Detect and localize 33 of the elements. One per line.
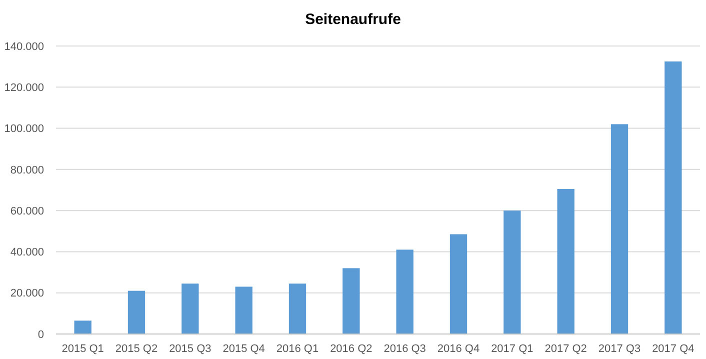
x-tick-label: 2015 Q3 <box>169 343 212 355</box>
bar <box>288 284 306 334</box>
y-tick-label: 80.000 <box>10 164 44 176</box>
y-tick-label: 60.000 <box>10 205 44 218</box>
bar <box>504 210 521 334</box>
x-tick-label: 2015 Q1 <box>62 343 104 355</box>
x-tick-label: 2015 Q4 <box>222 343 265 355</box>
bar <box>396 250 414 334</box>
bar <box>557 188 574 334</box>
bar <box>235 286 252 334</box>
x-tick-label: 2015 Q2 <box>115 343 158 355</box>
y-tick-label: 20.000 <box>10 288 44 300</box>
x-tick-label: 2017 Q2 <box>544 343 587 355</box>
bar <box>450 234 468 334</box>
x-tick-label: 2016 Q4 <box>437 343 480 355</box>
bar <box>610 124 628 334</box>
y-tick-label: 140.000 <box>4 40 44 53</box>
x-tick-label: 2017 Q1 <box>491 343 534 355</box>
x-tick-label: 2017 Q4 <box>652 343 694 355</box>
bar <box>74 320 92 334</box>
chart-title: Seitenaufrufe <box>305 11 401 28</box>
x-tick-label: 2016 Q1 <box>276 343 319 355</box>
y-tick-label: 120.000 <box>4 82 44 94</box>
y-tick-label: 0 <box>38 328 44 341</box>
x-tick-label: 2016 Q3 <box>384 343 426 355</box>
y-tick-label: 40.000 <box>10 246 44 259</box>
x-tick-label: 2017 Q3 <box>598 343 641 355</box>
x-tick-label: 2016 Q2 <box>330 343 372 355</box>
bar <box>182 284 199 334</box>
bar <box>342 268 360 334</box>
bar <box>128 290 146 334</box>
y-tick-label: 100.000 <box>4 123 44 136</box>
bar <box>664 61 682 334</box>
